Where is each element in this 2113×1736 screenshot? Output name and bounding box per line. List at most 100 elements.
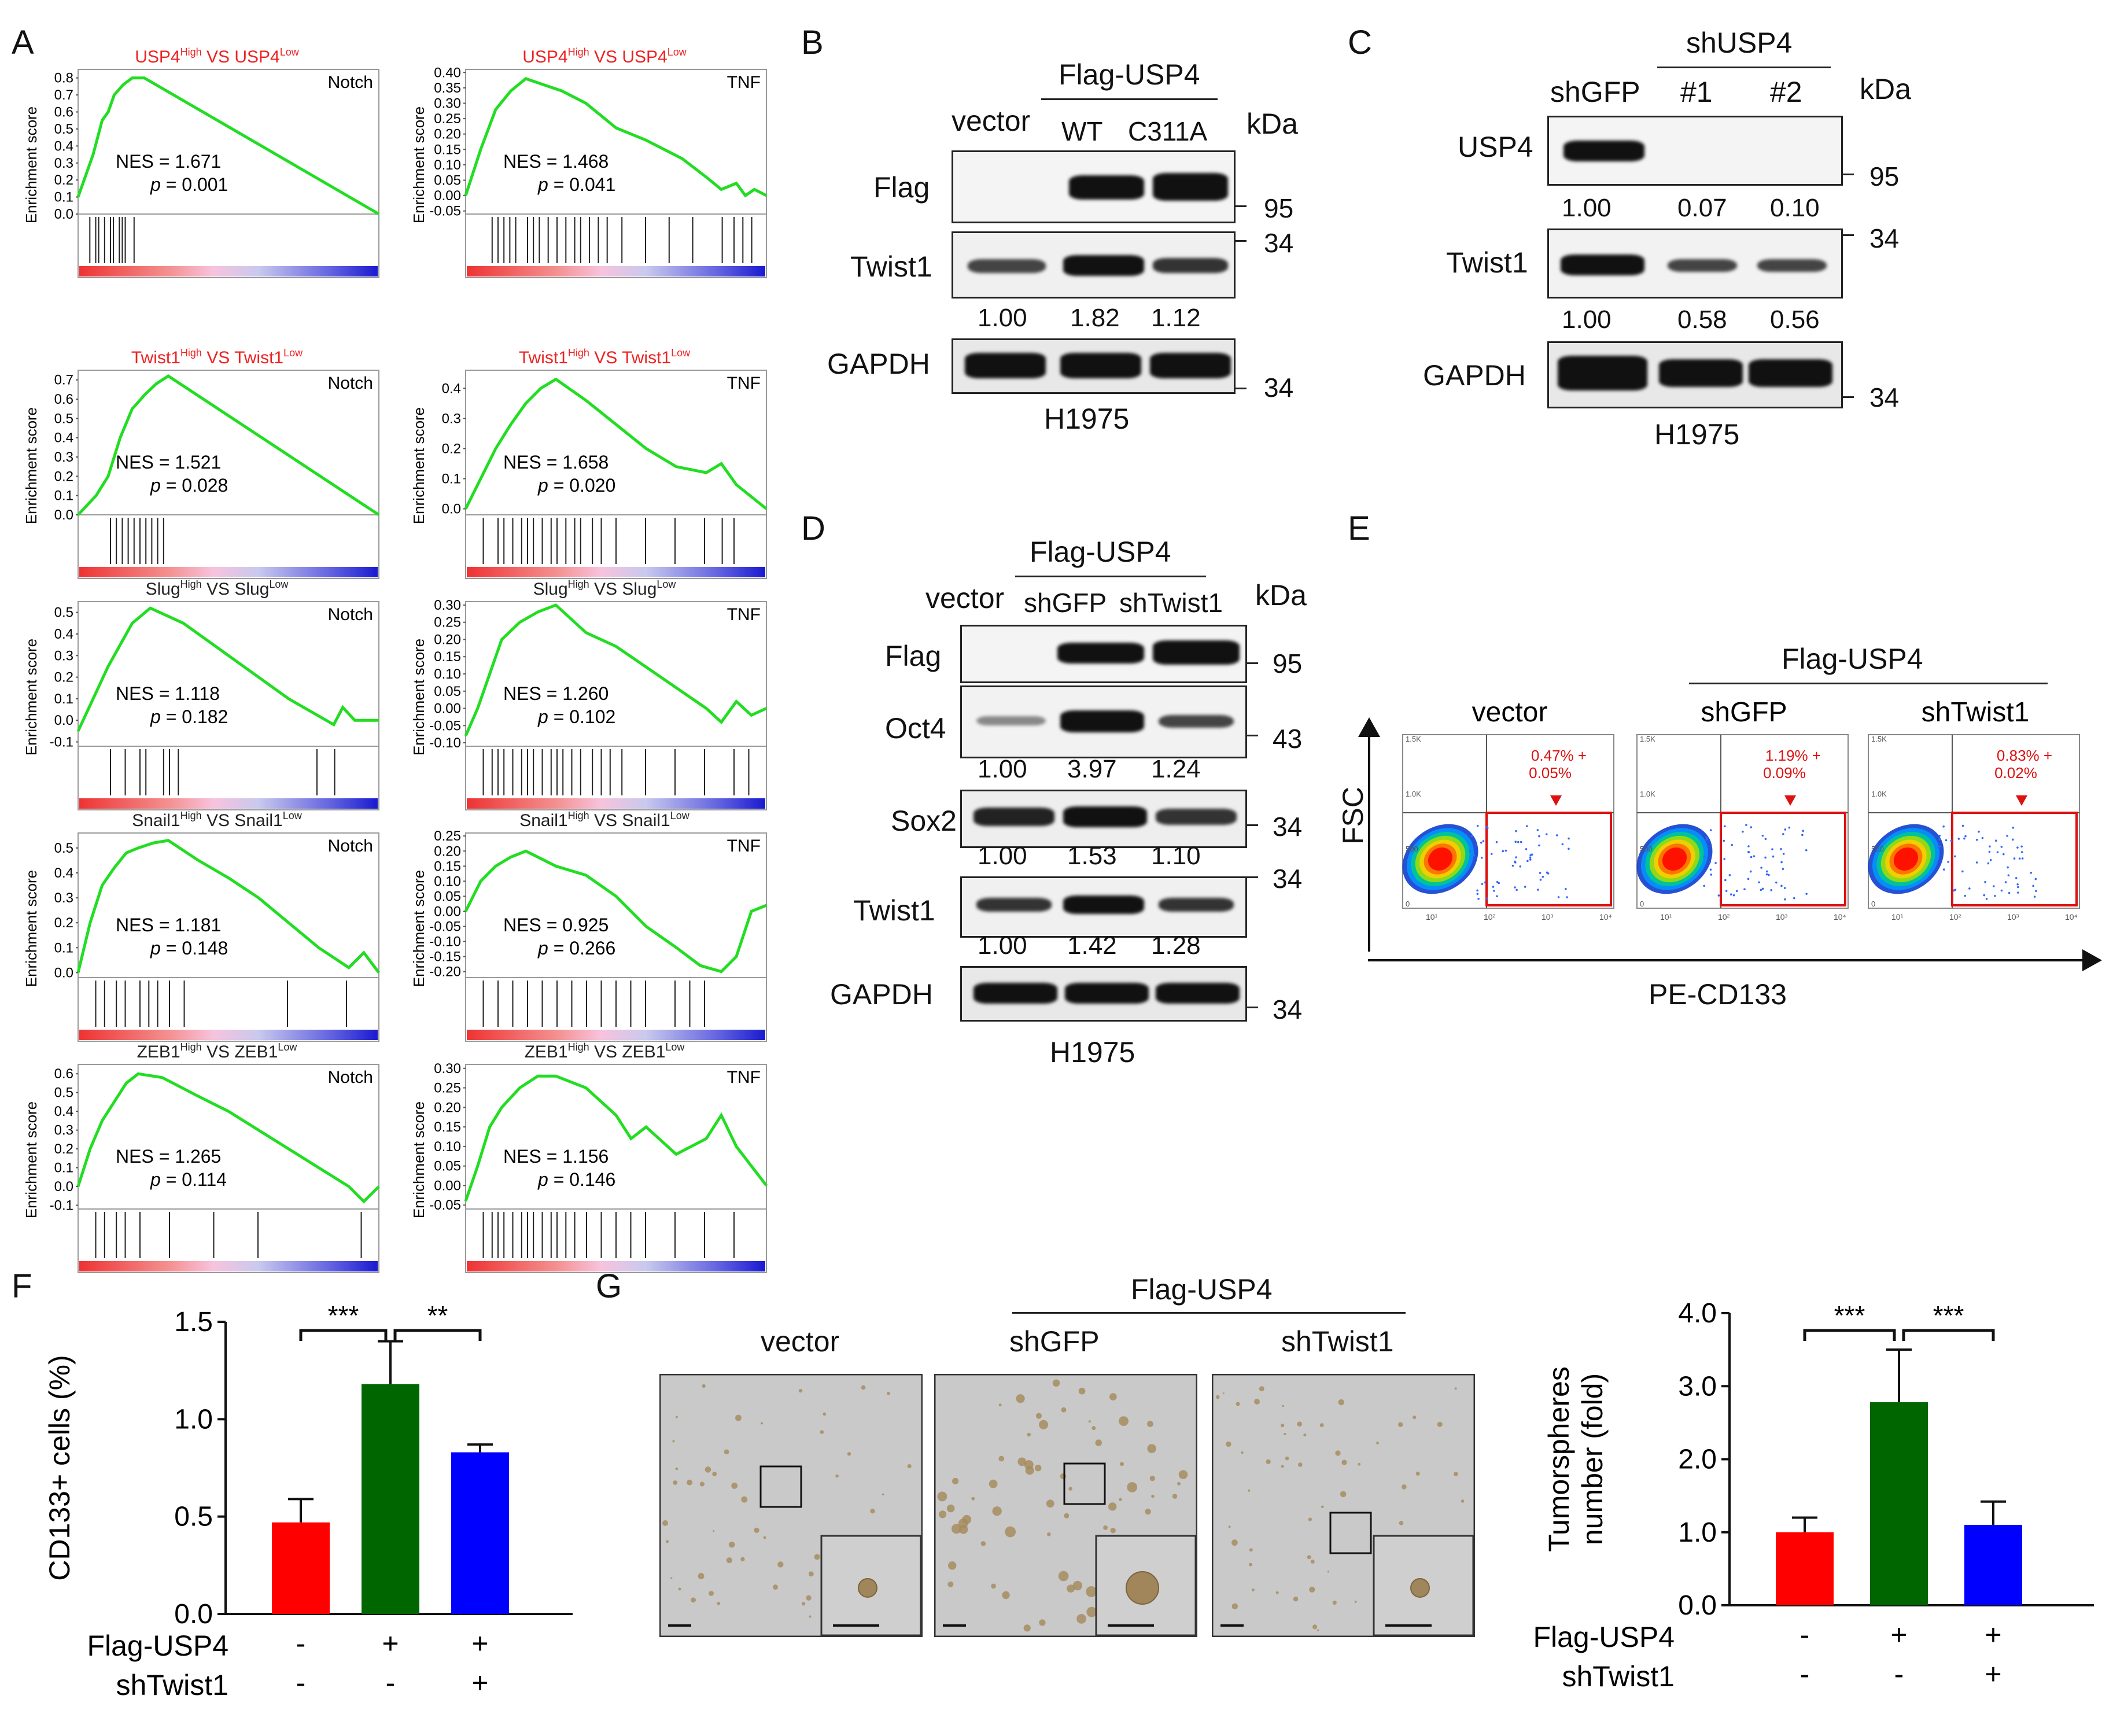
event-dot — [1476, 824, 1479, 827]
event-dot — [1750, 826, 1753, 828]
gsea-tick: 0.4 — [54, 865, 73, 881]
event-dot — [1768, 873, 1770, 876]
event-dot — [1504, 849, 1507, 852]
nes-label: NES = 1.521 — [116, 452, 221, 473]
event-dot — [2000, 889, 2003, 892]
event-dot — [2000, 846, 2003, 848]
y-tick-label: 2.0 — [1678, 1444, 1717, 1475]
p-value-label: p = 0.266 — [537, 938, 615, 959]
event-dot — [1723, 839, 1725, 842]
sphere — [1103, 1525, 1108, 1530]
sphere — [847, 1452, 851, 1456]
mw-marker: 34 — [1273, 812, 1303, 842]
event-dot — [1743, 888, 1746, 890]
gsea-tick: 0.10 — [434, 666, 461, 682]
nes-label: NES = 1.260 — [503, 683, 609, 704]
sphere — [1437, 1421, 1443, 1427]
event-dot — [1780, 884, 1783, 887]
gate-percent: 1.19% + — [1765, 747, 1821, 764]
y-tick-label: 0.5 — [174, 1502, 213, 1532]
gsea-tick: 0.20 — [434, 127, 461, 142]
mw-marker: 34 — [1273, 994, 1303, 1024]
sphere — [691, 1597, 696, 1603]
gate-percent: 0.47% + — [1531, 747, 1587, 764]
y-tick-label: 3.0 — [1678, 1371, 1717, 1402]
event-dot — [1557, 896, 1560, 898]
condition-sign: + — [471, 1667, 488, 1699]
roi-box — [1329, 1512, 1372, 1554]
flow-xtick: 10² — [1484, 912, 1496, 922]
sphere — [1172, 1494, 1178, 1499]
event-dot — [1780, 847, 1782, 850]
row-label: GAPDH — [830, 978, 933, 1011]
mw-marker: 95 — [1869, 161, 1900, 191]
gsea-title: USP4High VS USP4Low — [522, 46, 687, 67]
flow-xtick: 10¹ — [1891, 912, 1904, 922]
gsea-tick: 0.4 — [54, 1104, 73, 1119]
gsea-tick: -0.05 — [429, 204, 461, 219]
nes-label: NES = 0.925 — [503, 915, 609, 935]
event-dot — [1968, 887, 1971, 890]
sphere — [989, 1479, 998, 1488]
sphere — [1178, 1470, 1188, 1479]
col-label: #1 — [1680, 76, 1713, 108]
sphere — [1454, 1472, 1458, 1476]
col-label: #2 — [1770, 76, 1802, 108]
flow-xtick: 10⁴ — [1599, 912, 1612, 922]
kda-label: kDa — [1255, 579, 1307, 611]
pathway-label: TNF — [727, 836, 761, 856]
sphere — [1251, 1588, 1255, 1592]
event-dot — [1782, 868, 1784, 870]
condition-sign: + — [382, 1627, 399, 1660]
header-line — [1015, 576, 1206, 577]
kda-label: kDa — [1247, 108, 1298, 140]
event-dot — [2017, 891, 2019, 894]
y-tick-label: 1.0 — [174, 1404, 213, 1435]
sphere — [1332, 1600, 1337, 1605]
event-dot — [1732, 894, 1735, 897]
sphere — [741, 1496, 748, 1503]
event-dot — [2030, 872, 2033, 874]
sphere — [1293, 1597, 1299, 1602]
event-dot — [2034, 878, 2037, 880]
nes-label: NES = 1.468 — [503, 151, 609, 172]
panel-label-e: E — [1348, 510, 1370, 547]
condition-sign: + — [1890, 1619, 1907, 1651]
inset-image — [1095, 1535, 1197, 1637]
event-dot — [1942, 825, 1945, 828]
gate-percent: 0.09% — [1763, 764, 1806, 782]
sphere — [1064, 1513, 1070, 1518]
sphere — [971, 1497, 975, 1501]
gsea-y-label: Enrichment score — [410, 106, 427, 223]
event-dot — [1747, 845, 1750, 847]
gsea-tick: 0.15 — [434, 649, 461, 665]
event-dot — [1566, 896, 1568, 898]
band-value: 1.24 — [1151, 755, 1201, 783]
sphere — [991, 1583, 997, 1589]
gsea-y-label: Enrichment score — [23, 407, 40, 524]
gsea-tick: 0.3 — [54, 648, 73, 664]
hits-frame — [465, 746, 767, 810]
gsea-title: Snail1High VS Snail1Low — [132, 810, 303, 830]
panel-label-b: B — [801, 24, 824, 61]
sphere — [712, 1472, 717, 1476]
sphere — [666, 1540, 669, 1543]
sphere — [1226, 1441, 1231, 1447]
event-dot — [2016, 846, 2019, 849]
condition-sign: - — [296, 1667, 306, 1699]
mw-marker: 43 — [1273, 724, 1303, 754]
event-dot — [1542, 875, 1544, 878]
event-dot — [1747, 878, 1750, 880]
plot-frame — [465, 601, 767, 747]
sphere — [763, 1536, 766, 1539]
event-dot — [1531, 853, 1533, 856]
col-label: shTwist1 — [1119, 588, 1223, 618]
bar-shTwist1 — [451, 1452, 509, 1614]
event-dot — [1514, 860, 1516, 863]
gsea-title: SlugHigh VS SlugLow — [533, 578, 677, 599]
event-dot — [2032, 884, 2034, 887]
sphere — [1027, 1432, 1031, 1437]
event-dot — [1470, 835, 1473, 837]
mw-marker: 34 — [1273, 864, 1303, 894]
event-dot — [1983, 894, 1986, 897]
